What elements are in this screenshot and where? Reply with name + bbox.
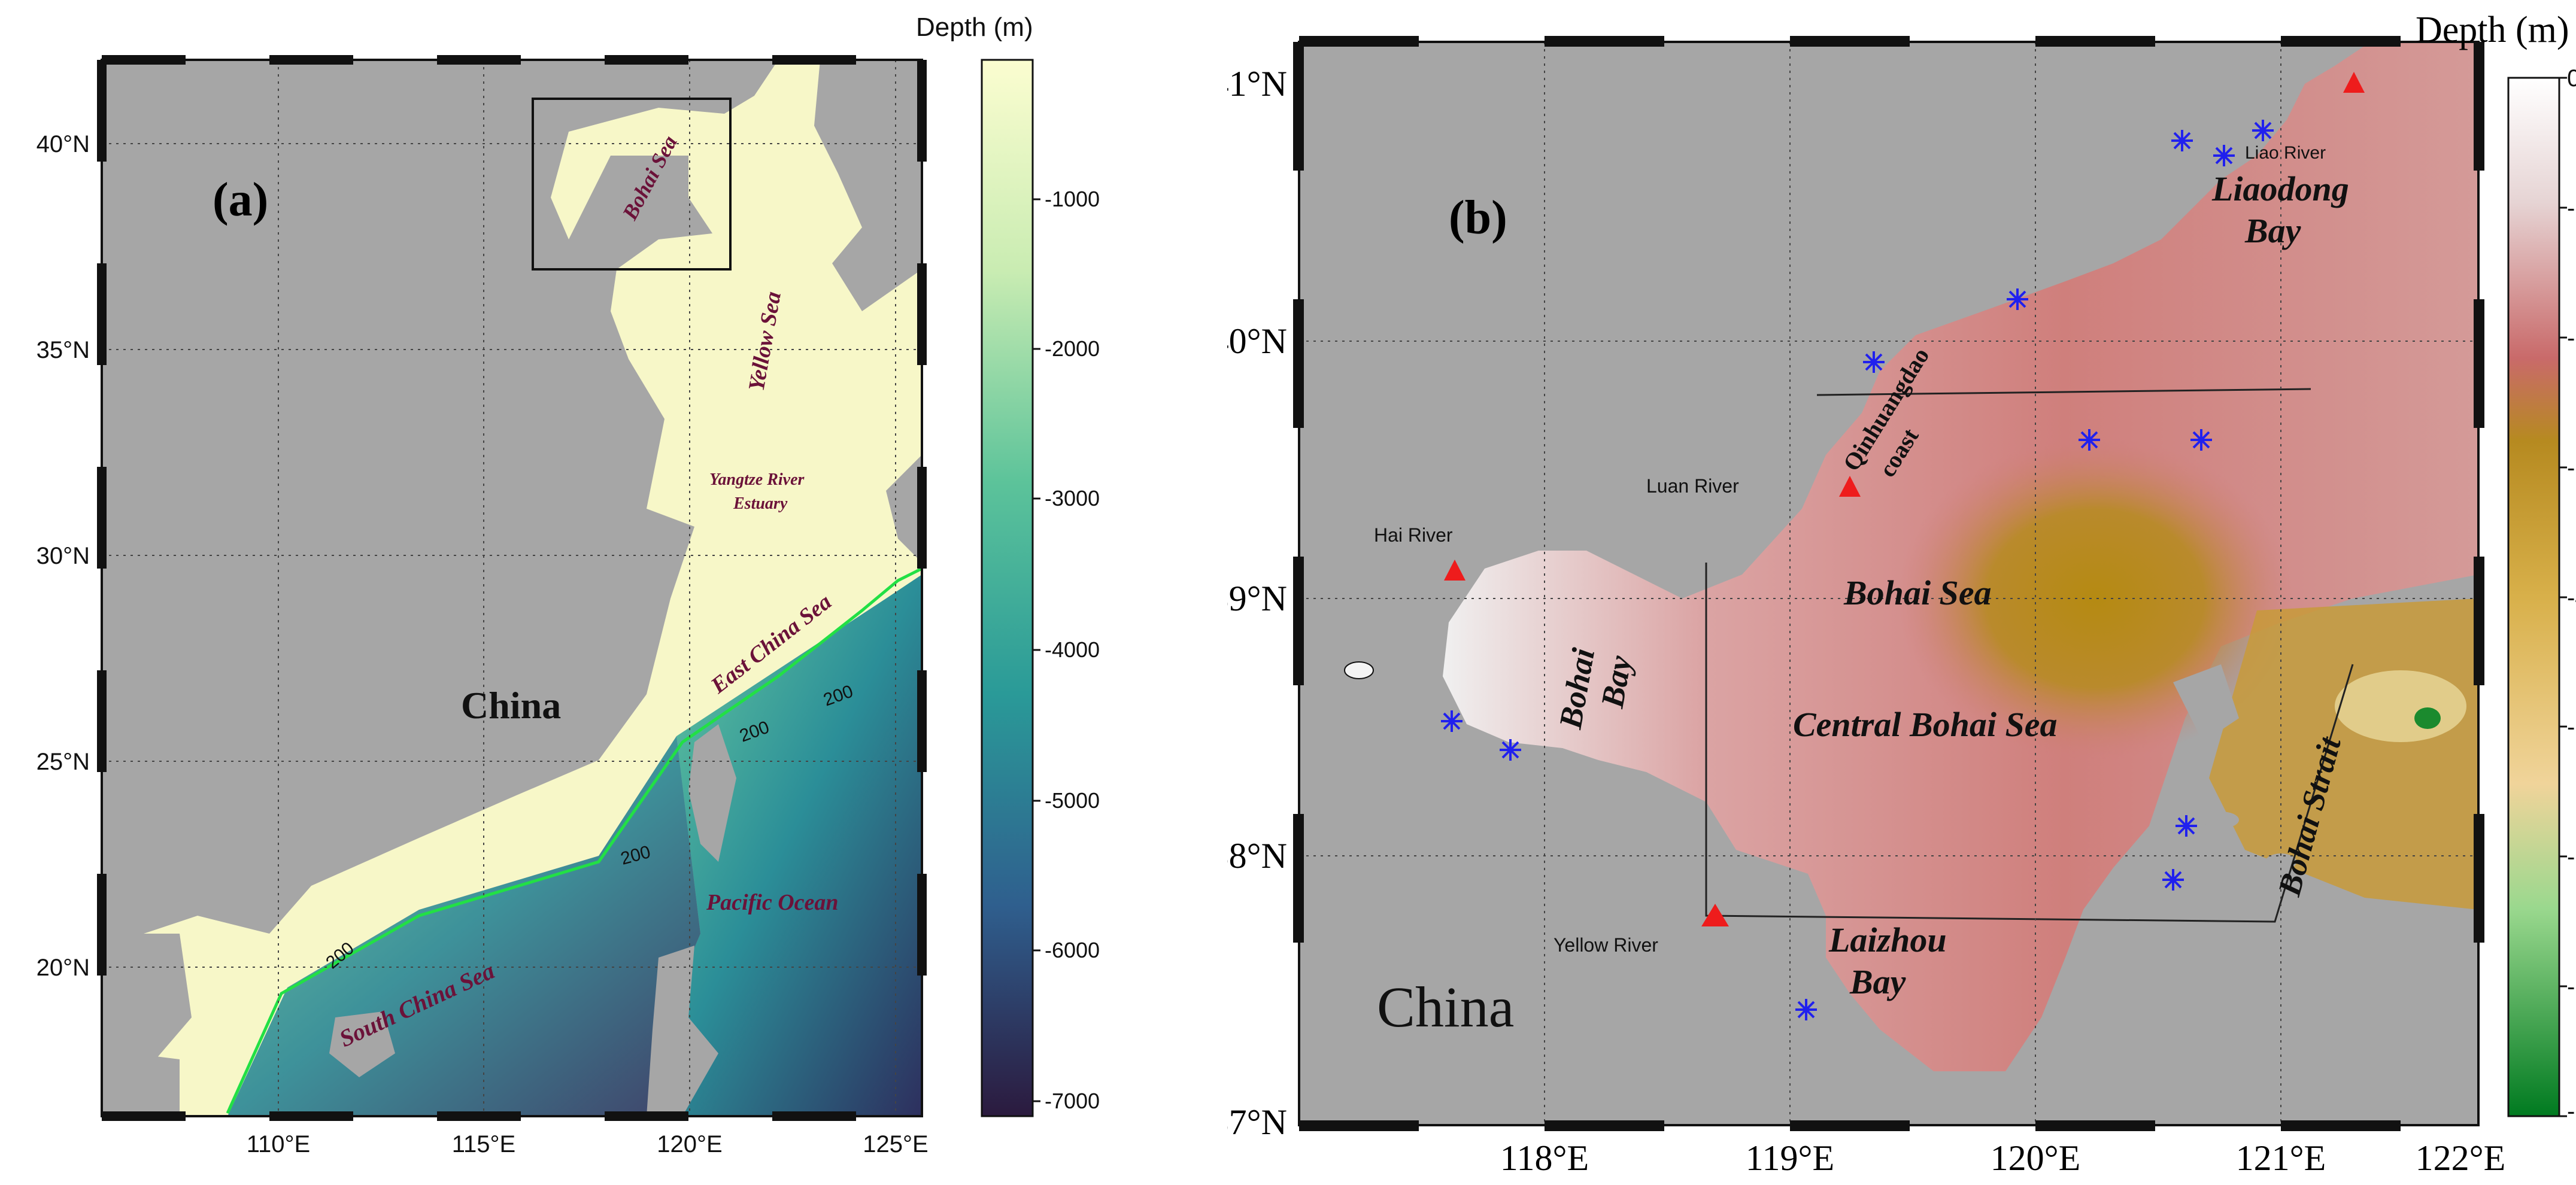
station-markers (1441, 120, 2274, 1020)
label-yangtze: Yangtze River (709, 470, 805, 489)
lat-label: 41°N (1227, 64, 1287, 104)
panel-a-label: (a) (213, 174, 268, 226)
panel-a-bohai-box (532, 98, 732, 271)
lat-label: 40°N (1227, 321, 1287, 361)
region-boundary (1816, 388, 2311, 396)
colorbar-tick: -7000 (1045, 1089, 1100, 1113)
colorbar-tick: -20 (2567, 325, 2576, 351)
region-boundary (1705, 563, 2354, 923)
label-luan-river: Luan River (1646, 475, 1739, 497)
marker-yellow-river (1701, 904, 1729, 926)
marker-liao-river (2343, 72, 2365, 93)
colorbar-tick: -40 (2567, 585, 2576, 611)
lat-label: 20°N (37, 955, 90, 981)
lon-label: 122°E (2416, 1138, 2506, 1178)
colorbar-tick: -80 (2567, 1098, 2576, 1125)
label-liaodong: Liaodong (2211, 169, 2349, 208)
panel-a-map: 40°N 35°N 30°N 25°N 20°N 110°E 115°E 120… (37, 13, 1100, 1157)
colorbar-tick: -2000 (1045, 336, 1100, 361)
marker-luan-river (1839, 476, 1861, 497)
label-bohai-sea: Bohai Sea (1843, 573, 1992, 612)
lon-label: 118°E (1500, 1138, 1589, 1178)
label-china: China (1377, 975, 1514, 1039)
lon-label: 110°E (247, 1131, 310, 1157)
label-liaodong-bay: Bay (2244, 211, 2301, 250)
colorbar-tick: 0 (2567, 65, 2576, 92)
panel-b-colorbar (2507, 77, 2560, 1117)
label-liao-river: Liao River (2245, 143, 2326, 163)
label-laizhou: Laizhou (1828, 920, 1947, 959)
panel-b-label: (b) (1449, 192, 1507, 244)
label-hai-river: Hai River (1374, 524, 1453, 546)
panel-a-colorbar (981, 59, 1034, 1117)
panel-a-shelf (126, 60, 922, 1116)
panel-a-200m-contour (226, 567, 923, 1114)
panel-b-colorbar-title: Depth (m) (2416, 10, 2569, 50)
lon-label: 125°E (863, 1131, 928, 1157)
panel-a-colorbar-title: Depth (m) (916, 13, 1033, 42)
panel-a-taiwan (688, 724, 736, 862)
colorbar-tick: -70 (2567, 974, 2576, 1000)
colorbar-tick: -4000 (1045, 637, 1100, 662)
lon-label: 119°E (1746, 1138, 1834, 1178)
lon-label: 121°E (2236, 1138, 2326, 1178)
label-laizhou-bay: Bay (1849, 962, 1906, 1001)
lat-label: 30°N (37, 543, 90, 569)
lon-label: 120°E (1991, 1138, 2081, 1178)
lat-label: 37°N (1227, 1102, 1287, 1142)
lat-label: 38°N (1227, 836, 1287, 876)
colorbar-tick: -30 (2567, 455, 2576, 481)
colorbar-tick: -5000 (1045, 788, 1100, 813)
colorbar-tick: -6000 (1045, 938, 1100, 962)
lat-label: 40°N (37, 131, 90, 157)
label-central-bohai-sea: Central Bohai Sea (1793, 705, 2058, 744)
label-yellow-river: Yellow River (1554, 934, 1658, 956)
lat-label: 39°N (1227, 579, 1287, 618)
label-china: China (461, 684, 561, 727)
colorbar-tick: -3000 (1045, 486, 1100, 511)
label-estuary: Estuary (733, 494, 788, 513)
lat-label: 25°N (37, 749, 90, 775)
label-pacific: Pacific Ocean (706, 890, 839, 915)
lon-label: 115°E (452, 1131, 515, 1157)
colorbar-tick: -1000 (1045, 187, 1100, 211)
lat-label: 35°N (37, 337, 90, 363)
marker-hai-river (1444, 560, 1466, 581)
panel-a-deep-sea (647, 575, 922, 1116)
colorbar-tick: -10 (2567, 195, 2576, 221)
lon-label: 120°E (657, 1131, 722, 1157)
colorbar-tick: -60 (2567, 844, 2576, 870)
colorbar-tick: -50 (2567, 714, 2576, 740)
panel-b-map: 41°N 40°N 39°N 38°N 37°N 118°E 119°E 120… (1227, 10, 2576, 1178)
